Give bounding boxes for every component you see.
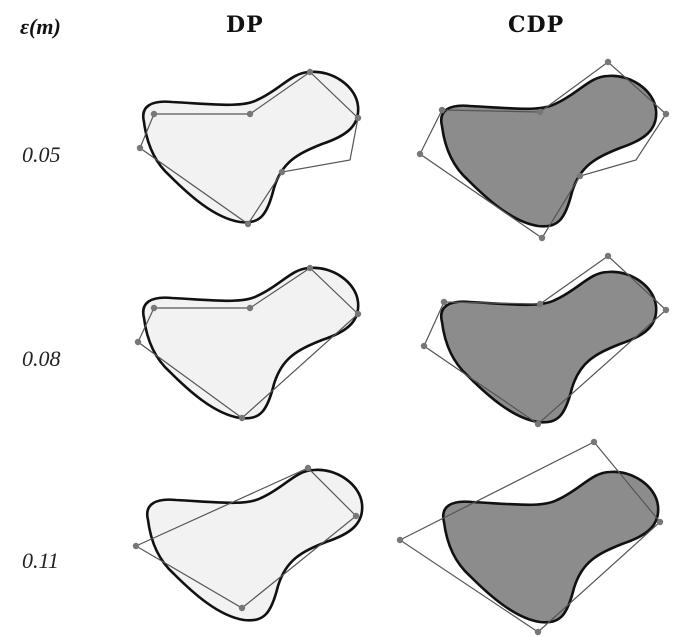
cdp-vertices-row2 <box>420 252 670 428</box>
dp-vertices-row2 <box>134 264 362 422</box>
cdp-vertices-row3 <box>396 438 664 636</box>
cdp-panel-row1 <box>416 58 670 242</box>
dp-column-header: DP <box>226 12 264 38</box>
dp-panel-row1 <box>136 68 362 228</box>
cdp-vertices-row1 <box>416 58 670 242</box>
dp-vertices-row1 <box>136 68 362 228</box>
row-label-epsilon-2: 0.08 <box>22 346 61 371</box>
cdp-shape-row1 <box>439 74 658 228</box>
cdp-shape-row3 <box>441 470 660 624</box>
cdp-panel-row2 <box>420 252 670 428</box>
dp-shape-row1 <box>141 70 360 224</box>
row-label-epsilon-1: 0.05 <box>22 142 61 167</box>
dp-panel-row2 <box>134 264 362 422</box>
dp-vertices-row3 <box>132 464 360 612</box>
cdp-column-header: CDP <box>508 12 565 38</box>
dp-panel-row3 <box>132 464 364 622</box>
epsilon-header: ε(m) <box>20 14 61 39</box>
cdp-panel-row3 <box>396 438 664 636</box>
row-label-epsilon-3: 0.11 <box>22 548 59 573</box>
